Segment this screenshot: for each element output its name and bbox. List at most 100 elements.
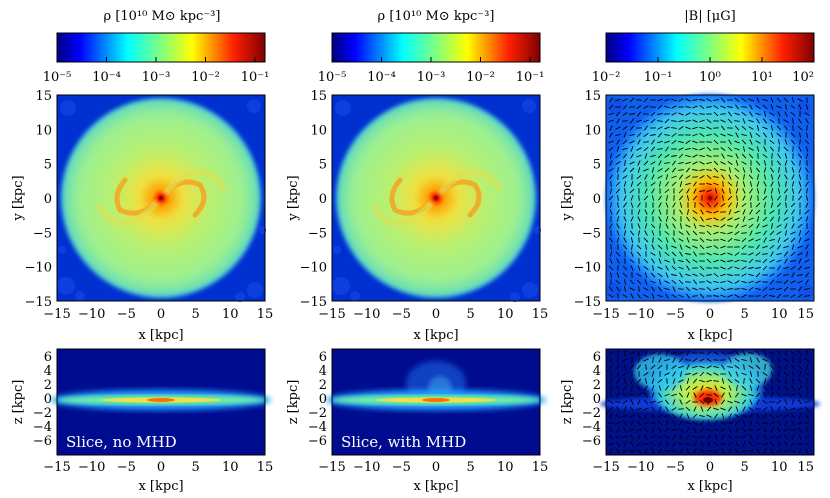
field-vector bbox=[692, 99, 698, 101]
field-vector bbox=[624, 209, 626, 215]
field-vector bbox=[763, 413, 767, 419]
field-vector bbox=[617, 195, 619, 201]
field-vector bbox=[777, 237, 781, 243]
field-vector bbox=[643, 266, 649, 270]
field-vector bbox=[644, 392, 648, 398]
edge-on-axes-3: x [kpc] z [kpc] −15 −10 −5 0 5 10 15 6 4… bbox=[560, 350, 814, 494]
field-vector bbox=[756, 223, 760, 229]
field-vector bbox=[792, 146, 794, 152]
field-vector bbox=[734, 239, 740, 241]
field-vector bbox=[644, 223, 648, 229]
x-tick-label: 10 bbox=[222, 307, 239, 322]
field-vector bbox=[616, 118, 620, 124]
field-vector bbox=[805, 385, 809, 391]
field-vector bbox=[771, 223, 773, 229]
field-vector bbox=[643, 421, 649, 425]
edge-on-map-3 bbox=[600, 348, 820, 456]
field-vector bbox=[629, 351, 635, 355]
field-vector bbox=[762, 132, 768, 138]
field-vector bbox=[685, 105, 691, 109]
field-vector bbox=[692, 161, 698, 165]
x-tick-label: −10 bbox=[78, 460, 105, 475]
field-vector bbox=[804, 358, 810, 362]
field-vector bbox=[657, 153, 663, 159]
field-vector bbox=[665, 385, 669, 391]
field-vector bbox=[706, 174, 712, 180]
field-vector bbox=[650, 134, 656, 136]
field-vector bbox=[748, 449, 754, 453]
field-vector bbox=[671, 167, 677, 173]
field-vector bbox=[734, 379, 740, 383]
field-vector bbox=[685, 406, 691, 412]
field-vector bbox=[742, 209, 746, 215]
field-vector bbox=[804, 230, 810, 236]
field-vector bbox=[651, 293, 655, 299]
field-vector bbox=[623, 237, 627, 243]
field-vector bbox=[770, 97, 774, 103]
field-vector bbox=[630, 195, 634, 201]
field-vector bbox=[650, 280, 656, 284]
field-vector bbox=[643, 294, 649, 298]
field-vector bbox=[734, 147, 740, 151]
field-vector bbox=[615, 251, 621, 257]
field-vector bbox=[678, 238, 684, 242]
field-vector bbox=[699, 147, 705, 151]
field-vector bbox=[728, 139, 732, 145]
field-vector bbox=[783, 406, 789, 412]
field-vector bbox=[742, 441, 746, 447]
field-vector bbox=[665, 441, 669, 447]
field-vector bbox=[608, 104, 614, 110]
field-vector bbox=[749, 139, 753, 145]
field-vector bbox=[741, 435, 747, 439]
field-vector bbox=[693, 251, 697, 257]
field-vector bbox=[762, 406, 768, 412]
field-vector bbox=[713, 351, 719, 355]
field-vector bbox=[699, 358, 705, 362]
field-vector bbox=[636, 105, 642, 109]
field-vector bbox=[685, 422, 691, 424]
field-vector bbox=[714, 399, 718, 405]
field-vector bbox=[672, 371, 676, 377]
field-vector bbox=[615, 126, 621, 130]
field-vector bbox=[679, 244, 683, 250]
field-vector bbox=[790, 350, 796, 356]
field-vector bbox=[685, 434, 691, 440]
field-vector bbox=[671, 294, 677, 298]
field-vector bbox=[699, 352, 705, 354]
field-vector bbox=[616, 272, 620, 278]
field-vector bbox=[699, 449, 705, 453]
field-vector bbox=[748, 413, 754, 419]
field-vector bbox=[762, 286, 768, 292]
field-vector bbox=[685, 373, 691, 375]
field-vector bbox=[728, 427, 732, 433]
z-tick-label: 0 bbox=[44, 392, 52, 407]
field-vector bbox=[636, 428, 642, 432]
field-vector bbox=[736, 385, 738, 391]
field-vector bbox=[608, 195, 614, 201]
field-vector bbox=[798, 104, 802, 110]
field-vector bbox=[784, 139, 788, 145]
field-vector bbox=[791, 385, 795, 391]
field-vector bbox=[700, 441, 704, 447]
field-vector bbox=[784, 111, 788, 117]
field-vector bbox=[692, 413, 698, 419]
field-vector bbox=[651, 406, 655, 412]
y-tick-label: −10 bbox=[300, 261, 327, 276]
field-vector bbox=[616, 378, 620, 384]
x-tick-label: 10 bbox=[497, 307, 514, 322]
field-vector bbox=[609, 125, 613, 131]
field-vector bbox=[748, 252, 754, 256]
field-vector bbox=[748, 223, 754, 229]
field-vector bbox=[610, 230, 612, 236]
field-vector bbox=[692, 279, 698, 285]
field-vector bbox=[699, 399, 705, 405]
field-vector bbox=[615, 154, 621, 158]
field-vector bbox=[650, 154, 656, 158]
field-vector bbox=[769, 112, 775, 116]
field-vector bbox=[721, 392, 725, 398]
field-vector bbox=[721, 434, 725, 440]
field-vector bbox=[685, 182, 691, 186]
field-vector bbox=[686, 392, 690, 398]
y-axis-label: y [kpc] bbox=[11, 175, 26, 221]
field-vector bbox=[734, 280, 740, 284]
